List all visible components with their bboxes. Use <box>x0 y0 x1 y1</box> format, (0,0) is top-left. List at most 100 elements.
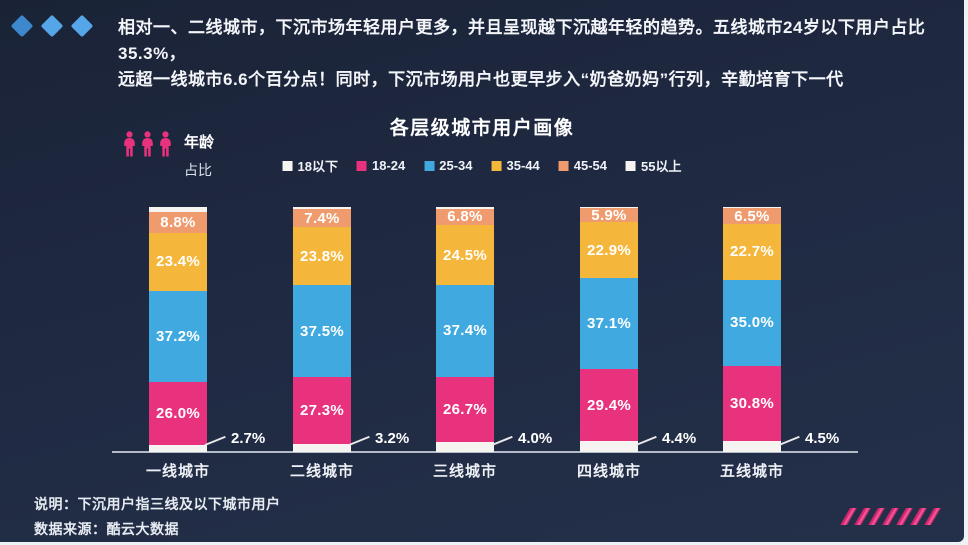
callout-label: 4.5% <box>805 430 840 447</box>
legend-item: 18以下 <box>282 156 338 175</box>
bar-segment-45-54: 6.5% <box>723 207 781 225</box>
person-icon <box>158 131 173 162</box>
bar-segment-55以上 <box>293 207 351 209</box>
bar-value-label: 23.4% <box>155 253 201 271</box>
legend-swatch <box>491 160 502 171</box>
bar-segment-55以上 <box>436 207 494 209</box>
bar-五线城市: 30.8% 35.0% 22.7% 6.5% <box>723 207 781 452</box>
bar-segment-45-54: 5.9% <box>580 206 638 224</box>
callout-line <box>491 435 513 446</box>
legend-label: 18-24 <box>372 158 406 173</box>
legend-item: 45-54 <box>558 156 607 175</box>
bar-value-label: 26.0% <box>155 405 201 423</box>
x-axis-line <box>112 451 858 453</box>
footnote: 说明：下沉用户指三线及以下城市用户 <box>34 496 281 512</box>
callout-line <box>778 435 800 446</box>
bar-segment-18以下 <box>580 441 638 452</box>
data-source: 数据来源：酷云大数据 <box>34 521 179 537</box>
bar-segment-18以下 <box>436 442 494 452</box>
bar-segment-18以下 <box>293 444 351 452</box>
legend-item: 25-34 <box>424 156 473 175</box>
bar-四线城市: 29.4% 37.1% 22.9% 5.9% <box>580 207 638 452</box>
bar-segment-45-54: 6.8% <box>436 208 494 226</box>
header-summary: 相对一、二线城市，下沉市场年轻用户更多，并且呈现越下沉越年轻的趋势。五线城市24… <box>118 15 953 93</box>
bar-value-label: 22.9% <box>586 241 632 259</box>
x-axis-label: 二线城市 <box>289 463 354 480</box>
bar-value-label: 23.8% <box>299 247 345 265</box>
bar-value-label: 24.5% <box>442 246 488 264</box>
legend: 18以下 18-24 25-34 35-44 45-54 55以上 <box>282 156 681 175</box>
legend-swatch <box>424 160 435 171</box>
callout-label: 3.2% <box>375 430 410 447</box>
chart-title: 各层级城市用户画像 <box>389 118 575 139</box>
callout-line <box>204 435 226 446</box>
bar-segment-45-54: 7.4% <box>293 209 351 228</box>
person-icon <box>140 131 155 162</box>
bar-value-label: 5.9% <box>591 206 627 224</box>
bar-segment-18以下 <box>723 440 781 452</box>
y-axis-label-group: 年龄 占比 <box>122 131 214 180</box>
bar-segment-25-34: 35.0% <box>723 279 781 366</box>
bar-segment-25-34: 37.4% <box>436 285 494 377</box>
legend-swatch <box>357 160 367 171</box>
bar-value-label: 37.1% <box>586 315 632 333</box>
legend-label: 18以下 <box>297 159 338 174</box>
people-icon <box>122 131 173 180</box>
legend-label: 45-54 <box>573 158 607 173</box>
bar-value-label: 7.4% <box>304 209 340 227</box>
bar-segment-25-34: 37.1% <box>580 278 638 370</box>
legend-swatch <box>626 160 636 171</box>
bar-segment-35-44: 23.8% <box>293 227 351 286</box>
bar-segment-18以下 <box>149 445 207 452</box>
bar-value-label: 30.8% <box>729 394 775 412</box>
bar-segment-35-44: 24.5% <box>436 225 494 286</box>
bar-三线城市: 26.7% 37.4% 24.5% 6.8% <box>436 207 494 452</box>
bar-segment-55以上 <box>580 207 638 208</box>
bar-segment-18-24: 29.4% <box>580 369 638 442</box>
bar-value-label: 6.5% <box>734 207 770 225</box>
x-axis-label: 三线城市 <box>432 463 497 480</box>
bar-value-label: 37.4% <box>442 322 488 340</box>
decorative-slashes-icon <box>840 508 941 525</box>
legend-item: 18-24 <box>357 156 405 175</box>
bar-segment-35-44: 23.4% <box>149 233 207 291</box>
bar-value-label: 37.2% <box>155 327 201 345</box>
x-axis-label: 四线城市 <box>576 463 641 480</box>
callout-label: 4.4% <box>662 430 697 447</box>
callout-line <box>348 435 370 446</box>
bar-value-label: 37.5% <box>299 322 345 340</box>
bar-value-label: 35.0% <box>729 314 775 332</box>
y-axis-label-age: 年龄 <box>184 134 215 151</box>
bar-value-label: 6.8% <box>447 208 483 226</box>
x-axis-label: 五线城市 <box>719 463 784 480</box>
bar-value-label: 8.8% <box>160 213 196 231</box>
y-axis-label-share: 占比 <box>184 162 212 178</box>
bar-一线城市: 26.0% 37.2% 23.4% 8.8% <box>149 207 207 452</box>
legend-item: 55以上 <box>626 156 681 175</box>
bar-二线城市: 27.3% 37.5% 23.8% 7.4% <box>293 207 351 452</box>
bar-segment-45-54: 8.8% <box>149 211 207 234</box>
bar-value-label: 22.7% <box>729 243 775 261</box>
person-icon <box>122 131 137 162</box>
legend-label: 25-34 <box>439 158 473 173</box>
bar-segment-18-24: 30.8% <box>723 365 781 441</box>
legend-label: 55以上 <box>641 159 682 174</box>
bar-value-label: 29.4% <box>586 396 632 414</box>
bar-segment-18-24: 27.3% <box>293 377 351 445</box>
bar-value-label: 26.7% <box>442 401 488 418</box>
x-axis-label: 一线城市 <box>145 463 210 480</box>
bar-segment-18-24: 26.0% <box>149 381 207 446</box>
bar-segment-55以上 <box>723 207 781 209</box>
header-line-2: 远超一线城市6.6个百分点！同时，下沉市场用户也更早步入“奶爸奶妈”行列，辛勤培… <box>118 70 844 89</box>
legend-swatch <box>558 160 569 171</box>
callout-line <box>635 435 657 446</box>
callout-label: 2.7% <box>231 430 266 447</box>
bar-segment-35-44: 22.9% <box>580 222 638 279</box>
bar-segment-25-34: 37.5% <box>293 285 351 378</box>
bar-segment-18-24: 26.7% <box>436 376 494 443</box>
legend-swatch <box>282 160 293 171</box>
legend-item: 35-44 <box>491 156 540 175</box>
